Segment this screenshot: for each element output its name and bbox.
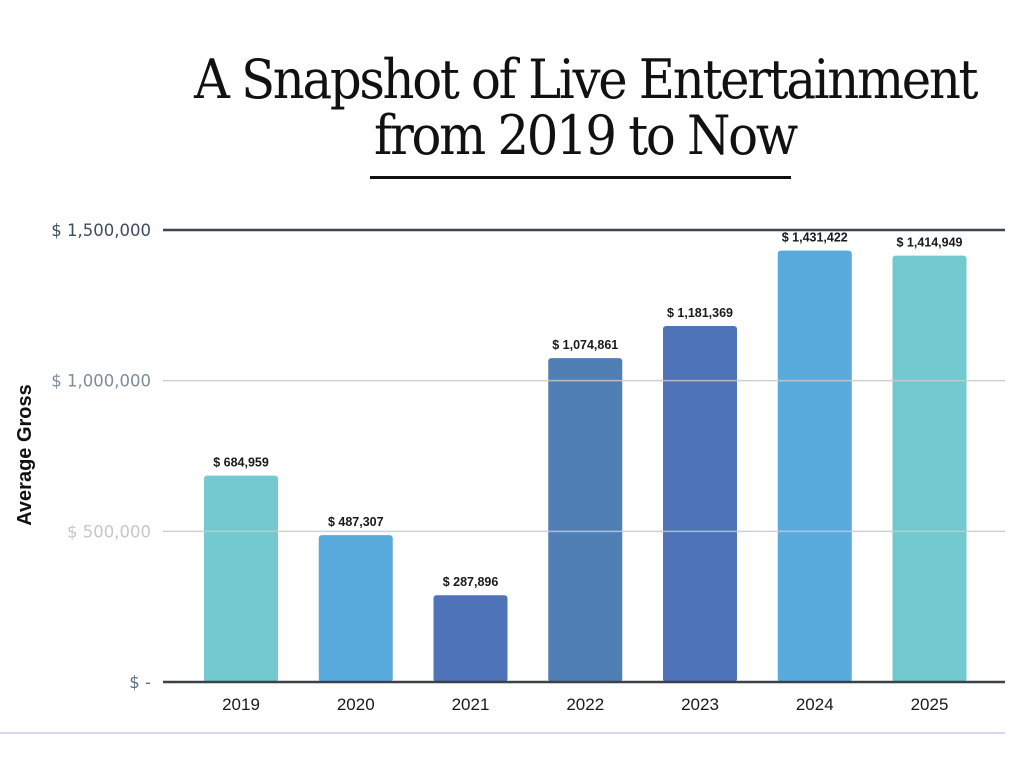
bars-group xyxy=(204,250,967,682)
y-tick-label-0: $ - xyxy=(129,673,151,692)
title-underline xyxy=(370,176,791,179)
bar-2022 xyxy=(548,358,623,682)
data-label-2021: $ 287,896 xyxy=(443,575,499,589)
data-label-2022: $ 1,074,861 xyxy=(552,338,618,352)
x-tick-label-2024: 2024 xyxy=(796,695,834,714)
x-tick-labels-group: 2019 2020 2021 2022 2023 2024 2025 xyxy=(222,695,948,714)
footer-divider xyxy=(0,732,1005,734)
data-label-2020: $ 487,307 xyxy=(328,515,384,529)
chart-title-line-2: from 2019 to Now xyxy=(374,104,798,167)
y-tick-label-1000000: $ 1,000,000 xyxy=(51,372,151,391)
bar-2020 xyxy=(318,535,393,682)
data-label-2025: $ 1,414,949 xyxy=(896,236,962,250)
x-tick-label-2022: 2022 xyxy=(566,695,604,714)
x-tick-label-2023: 2023 xyxy=(681,695,719,714)
y-tick-label-1500000: $ 1,500,000 xyxy=(51,221,151,240)
chart-title-line-1: A Snapshot of Live Entertainment xyxy=(194,48,979,111)
x-tick-label-2019: 2019 xyxy=(222,695,260,714)
bar-2021 xyxy=(433,595,508,682)
y-axis-label: Average Gross xyxy=(14,384,36,526)
bar-2019 xyxy=(204,475,278,682)
data-labels-group: $ 684,959 $ 487,307 $ 287,896 $ 1,074,861 $ … xyxy=(213,231,962,590)
gridlines-group xyxy=(163,228,1005,684)
data-label-2023: $ 1,181,369 xyxy=(667,306,733,320)
bar-2025 xyxy=(892,255,967,682)
chart-title: A Snapshot of Live Entertainment from 20… xyxy=(194,48,979,167)
x-tick-label-2025: 2025 xyxy=(911,695,949,714)
y-tick-label-500000: $ 500,000 xyxy=(67,522,151,541)
data-label-2019: $ 684,959 xyxy=(213,456,269,470)
bar-2023 xyxy=(663,326,737,682)
x-tick-label-2020: 2020 xyxy=(337,695,375,714)
y-tick-labels-group: $ - $ 500,000 $ 1,000,000 $ 1,500,000 xyxy=(51,221,151,692)
data-label-2024: $ 1,431,422 xyxy=(782,231,848,245)
bar-2024 xyxy=(777,250,852,682)
x-tick-label-2021: 2021 xyxy=(452,695,490,714)
